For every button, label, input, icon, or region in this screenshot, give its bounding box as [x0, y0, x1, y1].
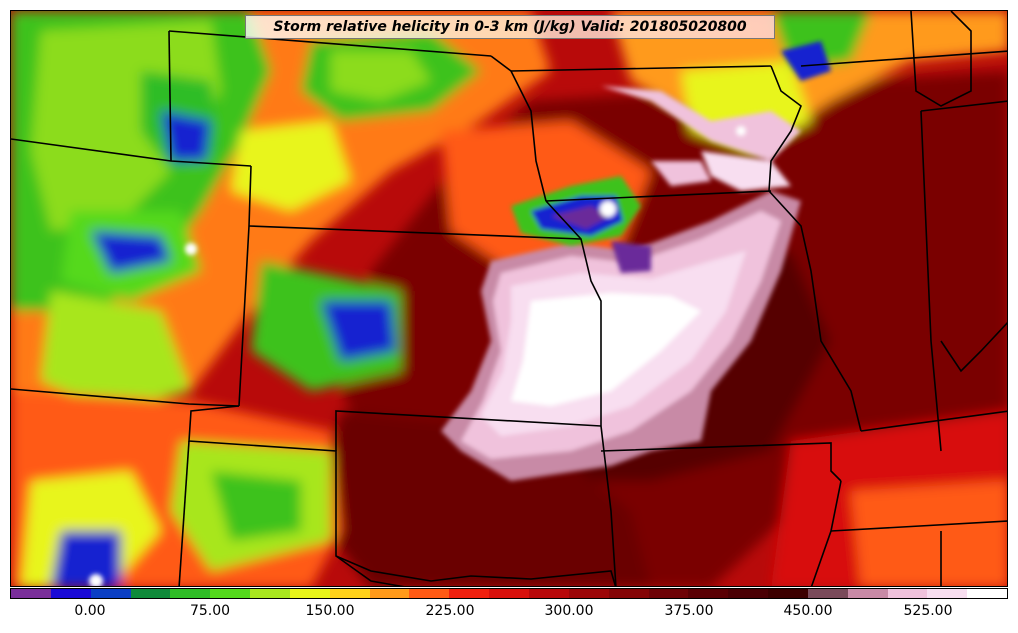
colorbar-segment-2: [90, 589, 131, 598]
colorbar-tick-7: 525.00: [903, 603, 953, 619]
colorbar-segment-21: [847, 589, 888, 598]
colorbar-segment-13: [528, 589, 569, 598]
map-canvas: [11, 11, 1007, 586]
colorbar-segment-12: [489, 589, 529, 598]
colorbar-tick-5: 375.00: [664, 603, 714, 619]
convective-cells: [89, 41, 831, 586]
colorbar-segment-15: [608, 589, 649, 598]
colorbar-tick-6: 450.00: [783, 603, 833, 619]
colorbar-segment-23: [927, 589, 968, 598]
colorbar-tick-4: 300.00: [544, 603, 594, 619]
colorbar-segment-6: [250, 589, 290, 598]
colorbar-tick-2: 150.00: [305, 603, 355, 619]
colorbar-segment-1: [50, 589, 91, 598]
colorbar-segment-0: [11, 589, 51, 598]
colorbar-segment-11: [449, 589, 490, 598]
colorbar-segment-17: [688, 589, 729, 598]
colorbar-segment-7: [289, 589, 330, 598]
colorbar-segment-16: [648, 589, 689, 598]
colorbar-segment-18: [728, 589, 769, 598]
colorbar-segment-3: [130, 589, 171, 598]
colorbar-tick-1: 75.00: [189, 603, 231, 619]
colorbar-segment-8: [329, 589, 370, 598]
colorbar-segment-22: [887, 589, 928, 598]
colorbar-segment-5: [210, 589, 251, 598]
colorbar-segment-9: [369, 589, 410, 598]
colorbar-segment-4: [170, 589, 211, 598]
colorbar: [10, 588, 1008, 599]
map-title: Storm relative helicity in 0-3 km (J/kg)…: [245, 15, 775, 39]
state-boundaries: [11, 11, 1007, 586]
colorbar-tick-3: 225.00: [425, 603, 475, 619]
helicity-maximum: [441, 86, 801, 481]
colorbar-tick-0: 0.00: [74, 603, 106, 619]
colorbar-segment-19: [768, 589, 808, 598]
colorbar-segment-10: [409, 589, 450, 598]
map-panel: [10, 10, 1008, 587]
colorbar-segment-14: [568, 589, 609, 598]
colorbar-segment-20: [807, 589, 848, 598]
colorbar-segment-24: [967, 589, 1008, 598]
